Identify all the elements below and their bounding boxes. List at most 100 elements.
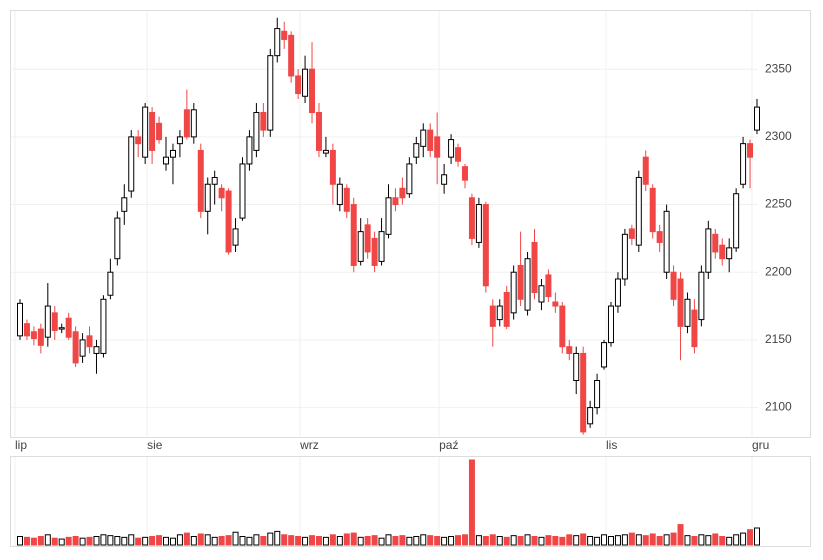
candle-body (642, 156, 649, 185)
volume-bar (677, 524, 684, 546)
candle-body (552, 301, 559, 307)
candle-body (274, 28, 281, 57)
x-tick-label: gru (752, 438, 769, 452)
volume-bar (295, 536, 302, 546)
volume-bar (552, 536, 559, 546)
candle-body (719, 244, 726, 260)
x-tick-label: sie (147, 438, 163, 452)
y-tick-label: 2150 (765, 332, 792, 346)
volume-bar (378, 537, 385, 546)
volume-bar (712, 533, 719, 546)
candle-body (246, 136, 253, 165)
volume-bar (17, 536, 23, 546)
candle-body (475, 204, 482, 243)
volume-bar (642, 535, 649, 546)
candle-body (65, 317, 72, 338)
volume-bar (281, 534, 288, 546)
volume-bar (163, 536, 170, 546)
volume-bar (65, 536, 72, 546)
volume-bar (357, 536, 364, 546)
volume-bar (406, 536, 413, 546)
candle-body (322, 149, 329, 154)
volume-bar (253, 534, 260, 546)
candle-body (566, 346, 573, 354)
volume-bar (399, 535, 406, 546)
candle-body (72, 331, 79, 364)
volume-bar (621, 534, 628, 546)
volume-bar (580, 533, 587, 546)
volume-bar (302, 536, 309, 546)
candle-body (406, 163, 413, 195)
candle-body (663, 210, 670, 273)
candle-body (288, 34, 295, 77)
volume-bar (350, 532, 357, 546)
x-tick-label: lis (606, 438, 617, 452)
candle-body (413, 143, 420, 158)
candle-body (30, 331, 37, 340)
volume-bar (364, 536, 371, 546)
volume-bar (628, 532, 635, 546)
volume-bar (566, 534, 573, 546)
volume-bar (614, 535, 621, 546)
candle-body (482, 204, 489, 287)
candle-body (190, 109, 197, 138)
candle-body (23, 323, 30, 337)
volume-bar (267, 532, 274, 546)
candle-body (121, 197, 128, 212)
volume-bar (288, 535, 295, 546)
volume-bar (524, 534, 531, 546)
candle-body (399, 187, 406, 199)
x-tick-label: lip (15, 438, 27, 452)
volume-bar (656, 536, 663, 546)
volume-bar (754, 527, 760, 546)
volume-bar (663, 534, 670, 546)
volume-bar (149, 536, 156, 546)
candle-body (656, 231, 663, 243)
y-tick-label: 2100 (765, 400, 792, 414)
candle-body (309, 68, 316, 114)
volume-bar (545, 535, 552, 546)
candle-body (420, 129, 427, 147)
volume-bar (573, 535, 580, 546)
candle-body (621, 233, 628, 280)
candle-body (260, 112, 267, 131)
candle-body (754, 106, 760, 131)
x-tick-label: wrz (299, 438, 319, 452)
candle-body (740, 143, 747, 185)
candle-body (670, 271, 677, 300)
volume-bar (169, 537, 176, 546)
candle-body (517, 264, 524, 300)
volume-bar (719, 536, 726, 546)
volume-bar (538, 536, 545, 546)
candle-body (114, 217, 121, 260)
volume-bar (114, 536, 121, 546)
candle-body (698, 271, 705, 321)
candle-body (329, 149, 336, 185)
candle-body (225, 190, 232, 253)
volume-bar (559, 536, 566, 546)
volume-bar (496, 536, 503, 546)
candle-body (559, 305, 566, 348)
candle-body (385, 197, 392, 235)
volume-bar (371, 535, 378, 546)
volume-bar (698, 534, 705, 546)
volume-bar (225, 535, 232, 546)
volume-bar (135, 537, 142, 546)
volume-bar (30, 537, 37, 546)
candle-body (197, 149, 204, 212)
candle-body (350, 204, 357, 266)
volume-bar (649, 533, 656, 546)
candle-body (211, 176, 218, 185)
volume-bar (531, 536, 538, 546)
volume-bar (260, 536, 267, 546)
volume-bar (239, 536, 246, 546)
candle-body (587, 407, 594, 425)
volume-bar (336, 536, 343, 546)
volume-bar (489, 534, 496, 546)
x-tick-label: paź (439, 438, 458, 452)
candle-body (142, 106, 149, 158)
volume-bar (246, 536, 253, 546)
volume-bar (107, 535, 114, 546)
volume-bar (44, 534, 51, 546)
volume-bar (510, 535, 517, 546)
